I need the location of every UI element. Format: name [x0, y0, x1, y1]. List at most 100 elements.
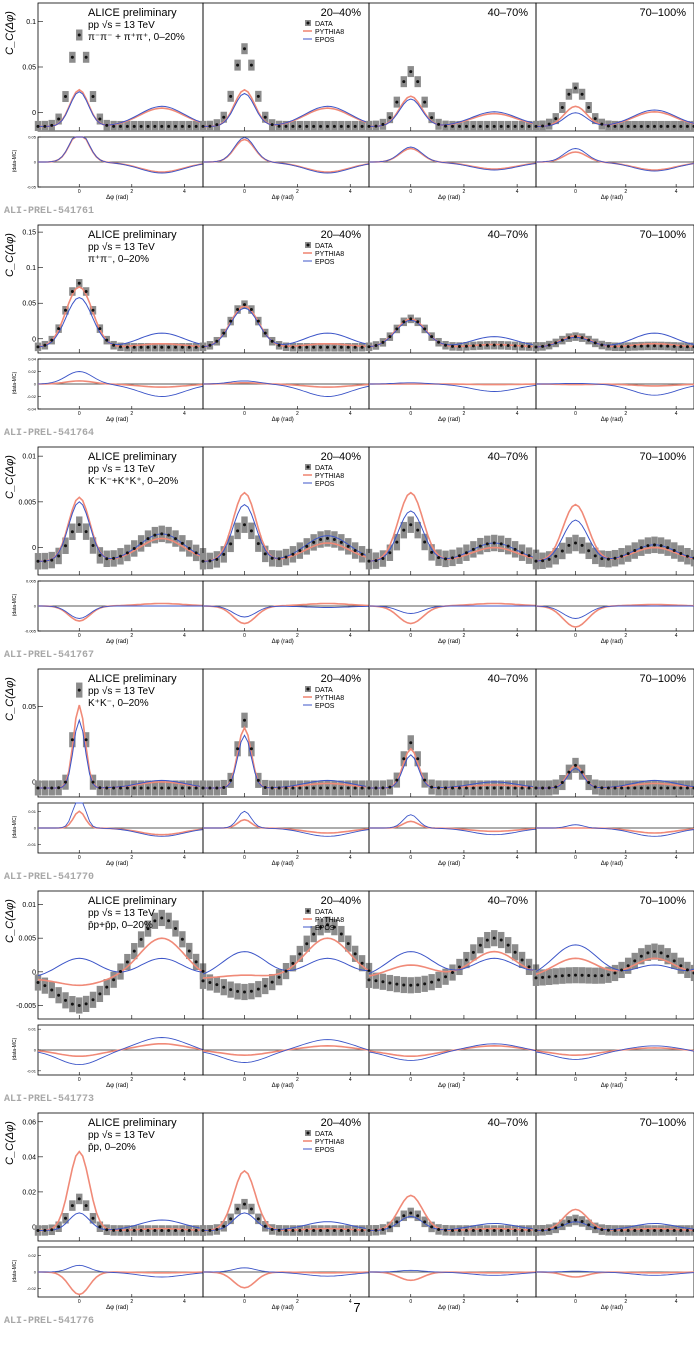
data-point — [541, 559, 545, 563]
data-point — [270, 556, 274, 560]
data-point — [451, 556, 454, 560]
x-tick-label: 0 — [243, 633, 246, 639]
ratio-y-tick-label: -0.04 — [27, 407, 37, 412]
centrality-label: 40–70% — [488, 1117, 529, 1129]
panel-6-1: 0 2 4 Δφ (rad) 0 0.02 0.04 0.06 0.02 0 -0.02 ALICE … — [22, 1112, 207, 1311]
x-tick-label: 0 — [78, 1077, 81, 1083]
x-tick-label: 2 — [296, 633, 299, 639]
data-point — [416, 320, 420, 324]
x-tick-label: 2 — [463, 855, 466, 861]
data-point — [77, 281, 81, 285]
data-point — [437, 122, 441, 126]
data-point — [132, 786, 136, 790]
epos-ratio-curve — [535, 148, 694, 172]
data-point — [201, 979, 205, 983]
x-tick-label: 4 — [349, 1299, 352, 1305]
legend-entry-pythia8: PYTHIA8 — [303, 473, 344, 480]
data-point — [305, 124, 309, 128]
x-tick-label: 4 — [516, 633, 519, 639]
data-point — [284, 1228, 288, 1232]
collaboration-label: ALICE preliminary — [88, 895, 177, 907]
y-tick-label: 0.15 — [22, 230, 36, 237]
data-point — [633, 549, 637, 553]
data-point — [527, 124, 531, 128]
data-point — [119, 1228, 122, 1232]
x-axis-label: Δφ (rad) — [438, 861, 460, 867]
data-point — [160, 124, 164, 128]
x-tick-label: 4 — [516, 189, 519, 195]
data-point — [153, 919, 157, 923]
y-tick-label: 0.005 — [18, 936, 36, 943]
epos-ratio-curve — [37, 371, 204, 397]
pythia-ratio-curve — [369, 383, 536, 386]
data-point — [180, 937, 184, 941]
y-axis-label: C_C(Δφ) — [4, 455, 16, 499]
data-point — [457, 965, 461, 969]
data-point — [284, 786, 288, 790]
data-point — [243, 1202, 246, 1206]
data-point — [84, 530, 88, 534]
x-tick-label: 2 — [130, 189, 133, 195]
data-point — [319, 925, 323, 929]
data-point — [478, 943, 482, 947]
data-point — [243, 990, 246, 994]
data-point — [423, 778, 427, 782]
data-point — [613, 1228, 617, 1232]
data-point — [332, 925, 336, 929]
data-point — [451, 124, 454, 128]
data-point — [50, 786, 54, 790]
data-point — [567, 336, 571, 340]
centrality-label: 20–40% — [321, 7, 362, 19]
data-point — [70, 1002, 74, 1006]
data-point — [633, 1228, 637, 1232]
data-point — [653, 543, 656, 547]
main-frame — [535, 446, 694, 576]
data-point — [587, 781, 591, 785]
data-point — [499, 786, 503, 790]
data-point — [639, 786, 643, 790]
ratio-y-tick-label: -0.02 — [27, 1286, 37, 1291]
data-point — [43, 559, 47, 563]
data-point — [298, 345, 302, 349]
collaboration-label: ALICE preliminary — [88, 451, 177, 463]
data-point — [541, 1228, 545, 1232]
x-axis-label: Δφ (rad) — [106, 1083, 128, 1089]
y-tick-label: 0 — [32, 110, 36, 117]
epos-curve — [536, 109, 694, 127]
data-point — [457, 1228, 461, 1232]
data-point — [263, 984, 267, 988]
data-point — [600, 1228, 604, 1232]
data-point — [606, 1228, 610, 1232]
data-point — [402, 528, 406, 532]
legend-entry-data: DATA — [305, 20, 333, 28]
data-point — [284, 345, 288, 349]
epos-curve — [202, 307, 370, 348]
panel-6-3: 0 2 4 Δφ (rad) 40–70% — [365, 1112, 540, 1311]
data-point — [256, 94, 260, 98]
x-tick-label: 4 — [675, 855, 678, 861]
data-point — [416, 983, 420, 987]
data-point — [659, 1228, 663, 1232]
legend-entry-epos: EPOS — [303, 481, 335, 488]
epos-ratio-curve — [203, 137, 370, 174]
data-point — [679, 552, 683, 556]
epos-ratio-curve — [536, 382, 694, 396]
data-point — [57, 554, 61, 558]
data-point — [600, 974, 604, 978]
data-point — [174, 1228, 177, 1232]
legend-entry-data: DATA — [305, 686, 333, 694]
data-point — [312, 345, 316, 349]
plot-row-3: C_C(Δφ) (data-MC) 0 2 4 Δφ (rad) 0 0.005 0.01 0.0… — [4, 446, 694, 661]
data-point — [64, 95, 67, 99]
reference-label: ALI-PREL-541773 — [4, 1094, 94, 1105]
plot-row-2: C_C(Δφ)(data-MC)0 2 4Δφ (rad)00.050.10.150… — [4, 224, 694, 439]
data-point — [527, 345, 531, 349]
panel-4-1: 0 2 4 Δφ (rad) 0 0.05 0.01 0 -0.01 ALICE prelimin… — [22, 668, 207, 867]
x-tick-label: 0 — [574, 411, 577, 417]
data-points — [534, 86, 694, 128]
pythia-curve — [37, 285, 204, 348]
pythia-ratio-curve — [535, 1047, 694, 1056]
legend-marker — [306, 243, 310, 247]
epos-ratio-curve — [369, 382, 537, 392]
data-point — [139, 937, 143, 941]
